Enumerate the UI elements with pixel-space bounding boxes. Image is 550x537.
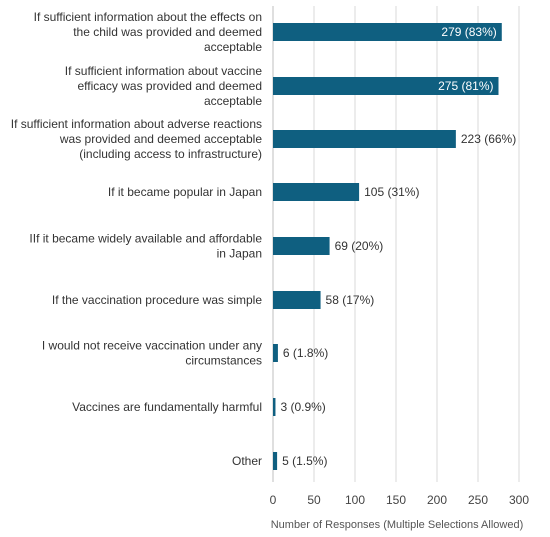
data-label: 5 (1.5%) bbox=[282, 454, 327, 468]
bar bbox=[273, 77, 499, 95]
category-label: Other bbox=[232, 454, 262, 468]
category-label: If the vaccination procedure was simple bbox=[52, 293, 262, 307]
category-label-line: Other bbox=[232, 454, 262, 468]
category-label: IIf it became widely available and affor… bbox=[29, 232, 262, 261]
category-label-line: IIf it became widely available and affor… bbox=[29, 232, 262, 246]
category-label-line: Vaccines are fundamentally harmful bbox=[72, 400, 262, 414]
category-label: If sufficient information about vaccine e… bbox=[65, 64, 263, 108]
bar bbox=[273, 23, 502, 41]
category-label-line: If sufficient information about adverse … bbox=[11, 117, 262, 131]
category-label: If sufficient information about the effe… bbox=[34, 10, 263, 54]
category-label: I would not receive vaccination under an… bbox=[42, 339, 262, 368]
category-label-line: (including access to infrastructure) bbox=[79, 147, 262, 161]
x-tick-label: 250 bbox=[468, 493, 488, 507]
data-label: 69 (20%) bbox=[335, 239, 384, 253]
x-tick-labels: 0 50 100 150 200 250 300 bbox=[270, 493, 530, 507]
category-label-line: If sufficient information about the effe… bbox=[34, 10, 262, 24]
category-label-line: acceptable bbox=[204, 94, 262, 108]
data-label: 58 (17%) bbox=[326, 293, 375, 307]
bar bbox=[273, 452, 278, 470]
category-label-line: I would not receive vaccination under an… bbox=[42, 339, 262, 353]
data-label: 105 (31%) bbox=[364, 185, 419, 199]
category-label: If it became popular in Japan bbox=[108, 185, 262, 199]
x-tick-label: 50 bbox=[307, 493, 321, 507]
x-tick-label: 0 bbox=[270, 493, 277, 507]
category-label-line: acceptable bbox=[204, 40, 262, 54]
data-label: 275 (81%) bbox=[438, 79, 493, 93]
category-label-line: If it became popular in Japan bbox=[108, 185, 262, 199]
category-label: Vaccines are fundamentally harmful bbox=[72, 400, 262, 414]
x-tick-label: 150 bbox=[386, 493, 406, 507]
x-axis-title: Number of Responses (Multiple Selections… bbox=[271, 519, 524, 531]
bar bbox=[273, 130, 456, 148]
category-label: If sufficient information about adverse … bbox=[11, 117, 263, 161]
bar bbox=[273, 183, 360, 201]
category-label-line: circumstances bbox=[185, 354, 262, 368]
category-labels: If sufficient information about the effe… bbox=[11, 10, 263, 468]
category-label-line: in Japan bbox=[217, 247, 262, 261]
bar bbox=[273, 291, 321, 309]
data-label: 223 (66%) bbox=[461, 132, 516, 146]
bars bbox=[273, 23, 502, 470]
bar bbox=[273, 344, 278, 362]
data-label: 279 (83%) bbox=[441, 25, 496, 39]
category-label-line: If sufficient information about vaccine bbox=[65, 64, 263, 78]
category-label-line: the child was provided and deemed bbox=[73, 25, 262, 39]
x-tick-label: 100 bbox=[345, 493, 365, 507]
data-label: 6 (1.8%) bbox=[283, 346, 328, 360]
data-label: 3 (0.9%) bbox=[280, 400, 325, 414]
data-labels: 279 (83%) 275 (81%) 223 (66%) 105 (31%) 69 (… bbox=[280, 25, 516, 468]
bar bbox=[273, 237, 330, 255]
category-label-line: efficacy was provided and deemed bbox=[77, 79, 262, 93]
bar bbox=[273, 398, 276, 416]
x-tick-label: 200 bbox=[427, 493, 447, 507]
category-label-line: was provided and deemed acceptable bbox=[59, 132, 262, 146]
category-label-line: If the vaccination procedure was simple bbox=[52, 293, 262, 307]
x-tick-label: 300 bbox=[509, 493, 529, 507]
